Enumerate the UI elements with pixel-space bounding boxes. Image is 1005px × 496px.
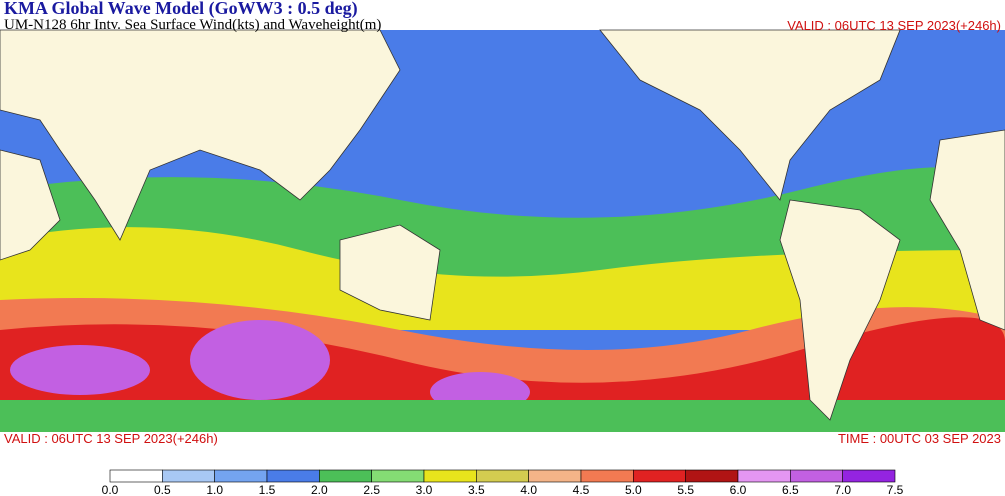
valid-time: VALID : 06UTC 13 SEP 2023(+246h)	[4, 431, 218, 446]
tick-label: 3.0	[416, 483, 433, 496]
wave-band	[0, 227, 1005, 330]
color-swatch	[633, 469, 686, 483]
subtitle: UM-N128 6hr Intv. Sea Surface Wind(kts) …	[4, 17, 381, 33]
tick-label: 7.5	[887, 483, 904, 496]
tick-label: 1.0	[206, 483, 223, 496]
map	[0, 29, 1005, 432]
tick-label: 2.5	[363, 483, 380, 496]
tick-label: 6.5	[782, 483, 799, 496]
wave-band	[0, 400, 1005, 432]
valid-time: VALID : 06UTC 13 SEP 2023(+246h)	[787, 18, 1001, 33]
color-swatch	[266, 469, 320, 483]
tick-label: 0.5	[154, 483, 171, 496]
color-swatch	[109, 469, 163, 483]
color-swatch	[737, 469, 791, 483]
tick-label: 0.0	[102, 483, 119, 496]
tick-label: 5.5	[677, 483, 694, 496]
color-swatch	[790, 469, 843, 483]
tick-label: 7.0	[834, 483, 851, 496]
tick-label: 4.0	[520, 483, 537, 496]
tick-label: 5.0	[625, 483, 642, 496]
tick-label: 1.5	[259, 483, 276, 496]
color-swatch	[162, 469, 215, 483]
color-swatch	[685, 469, 739, 483]
tick-label: 3.5	[468, 483, 485, 496]
title: KMA Global Wave Model (GoWW3 : 0.5 deg)	[4, 0, 358, 19]
color-swatch	[371, 469, 425, 483]
color-swatch	[319, 469, 372, 483]
color-swatch	[528, 469, 582, 483]
wave-max	[190, 320, 330, 400]
color-swatch	[580, 469, 634, 483]
colorbar: 0.0 0.5 1.0 1.5 2.0 2.5 3.0 3.5 4.0 4.5 5.0 5.5 6.0 6…	[102, 469, 904, 496]
color-swatch	[476, 469, 529, 483]
tick-label: 4.5	[573, 483, 590, 496]
tick-label: 2.0	[311, 483, 328, 496]
tick-label: 6.0	[730, 483, 747, 496]
color-swatch	[842, 469, 896, 483]
land	[0, 29, 1005, 421]
color-swatch	[423, 469, 477, 483]
init-time: TIME : 00UTC 03 SEP 2023	[838, 431, 1001, 446]
wave-max	[10, 345, 150, 395]
color-swatch	[214, 469, 268, 483]
